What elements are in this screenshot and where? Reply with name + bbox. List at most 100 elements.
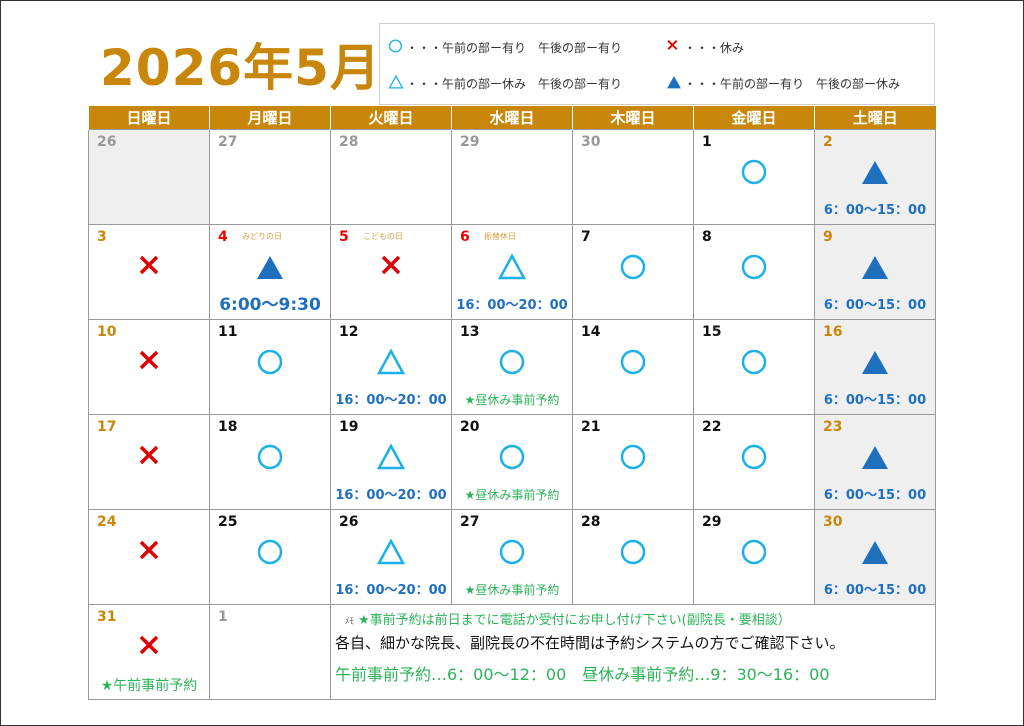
cross-icon [89, 443, 209, 473]
day-cell[interactable]: 6 振替休日 16：00～20：00 [451, 223, 573, 320]
day-cell[interactable]: 15 [693, 318, 815, 415]
day-cell[interactable]: 25 [209, 508, 331, 605]
memo-line-3: 午前事前予約…6：00～12：00 昼休み事前予約…9：30～16：00 [335, 664, 830, 684]
triangle-filled-icon [815, 538, 935, 568]
circle-icon [210, 348, 330, 378]
weekday-header: 火曜日 [330, 106, 452, 129]
cross-icon [331, 253, 451, 283]
day-cell[interactable]: 28 [572, 508, 694, 605]
day-number: 15 [702, 323, 722, 340]
triangle-filled-icon [815, 158, 935, 188]
triangle-icon [331, 537, 451, 568]
day-number: 1 [218, 608, 228, 625]
day-cell[interactable]: 22 [693, 413, 815, 510]
page-title: 2026年5月 [100, 39, 381, 97]
day-cell[interactable]: 3 [88, 223, 210, 320]
legend-text: ・・・午前の部ー休み 午後の部ー有り [406, 77, 623, 91]
day-cell[interactable]: 11 [209, 318, 331, 415]
day-cell[interactable]: 18 [209, 413, 331, 510]
holiday-name: 振替休日 [484, 231, 516, 241]
day-cell[interactable]: 23 6：00～15：00 [814, 413, 936, 510]
day-cell[interactable]: 27 [209, 128, 331, 225]
day-number: 2 [823, 133, 833, 150]
day-cell[interactable]: 14 [572, 318, 694, 415]
circle-icon [210, 443, 330, 473]
legend-text: ・・・午前の部ー有り 午後の部ー休み [684, 77, 901, 91]
circle-icon [210, 538, 330, 568]
day-cell[interactable]: 16 6：00～15：00 [814, 318, 936, 415]
reservation-note: ★昼休み事前予約 [464, 392, 560, 407]
holiday-name: こどもの日 [363, 231, 403, 241]
day-cell[interactable]: 20 ★昼休み事前予約 [451, 413, 573, 510]
triangle-filled-icon [666, 74, 682, 93]
day-number: 27 [218, 133, 238, 150]
day-cell[interactable]: 28 [330, 128, 452, 225]
weekday-header: 日曜日 [88, 106, 210, 129]
day-number: 29 [460, 133, 480, 150]
day-number: 27 [460, 513, 480, 530]
day-cell[interactable]: 10 [88, 318, 210, 415]
triangle-filled-icon [815, 348, 935, 378]
day-cell[interactable]: 30 6：00～15：00 [814, 508, 936, 605]
weekday-header: 水曜日 [451, 106, 573, 129]
cross-icon [89, 253, 209, 283]
reservation-note: ★昼休み事前予約 [464, 487, 560, 502]
memo-label: ﾒﾓ [345, 616, 355, 627]
day-number: 22 [702, 418, 722, 435]
day-cell[interactable]: 31 ★午前事前予約 [88, 603, 210, 700]
day-number: 18 [218, 418, 238, 435]
legend-text: ・・・午前の部ー有り 午後の部ー有り [406, 41, 623, 55]
day-cell[interactable]: 2 6：00～15：00 [814, 128, 936, 225]
day-cell[interactable]: 12 16：00～20：00 [330, 318, 452, 415]
day-cell[interactable]: 1 [209, 603, 331, 700]
day-number: 30 [823, 513, 843, 530]
day-cell[interactable]: 13 ★昼休み事前予約 [451, 318, 573, 415]
day-cell[interactable]: 19 16：00～20：00 [330, 413, 452, 510]
day-cell[interactable]: 24 [88, 508, 210, 605]
legend-item: ・・・午前の部ー休み 午後の部ー有り [388, 74, 622, 93]
day-cell[interactable]: 7 [572, 223, 694, 320]
memo-line-1: ★事前予約は前日までに電話か受付にお申し付け下さい(副院長・要相談） [358, 612, 791, 628]
triangle-icon [331, 347, 451, 378]
day-cell[interactable]: 1 [693, 128, 815, 225]
memo-cell: ﾒﾓ ★事前予約は前日までに電話か受付にお申し付け下さい(副院長・要相談） 各自、細… [330, 603, 936, 700]
day-cell[interactable]: 29 [693, 508, 815, 605]
day-number: 23 [823, 418, 843, 435]
day-number: 10 [97, 323, 117, 340]
day-cell[interactable]: 26 16：00～20：00 [330, 508, 452, 605]
day-cell[interactable]: 21 [572, 413, 694, 510]
circle-icon [452, 538, 572, 568]
circle-icon [694, 253, 814, 283]
week-row: 24 25 26 16：00～20：00 27 ★昼休み事前予約 28 29 30 6：00～15… [88, 508, 936, 605]
day-cell[interactable]: 17 [88, 413, 210, 510]
day-cell[interactable]: 8 [693, 223, 815, 320]
day-number: 5 [339, 228, 349, 245]
day-cell[interactable]: 27 ★昼休み事前予約 [451, 508, 573, 605]
circle-icon [694, 538, 814, 568]
day-cell[interactable]: 4 みどりの日 6:00～9:30 [209, 223, 331, 320]
week-row: 31 ★午前事前予約 1 ﾒﾓ ★事前予約は前日までに電話か受付にお申し付け下さい(副院… [88, 603, 936, 700]
calendar: 日曜日 月曜日 火曜日 水曜日 木曜日 金曜日 土曜日 26 27 28 29 30 1 2 6：00～1… [88, 106, 936, 700]
day-number: 12 [339, 323, 359, 340]
day-number: 29 [702, 513, 722, 530]
time-range: 16：00～20：00 [335, 487, 447, 503]
day-number: 13 [460, 323, 480, 340]
day-cell[interactable]: 29 [451, 128, 573, 225]
circle-icon [452, 348, 572, 378]
weekday-header: 月曜日 [209, 106, 331, 129]
day-cell[interactable]: 26 [88, 128, 210, 225]
cross-icon [666, 38, 682, 57]
legend-item: ・・・休み [666, 38, 744, 57]
legend-item: ・・・午前の部ー有り 午後の部ー有り [388, 38, 622, 57]
circle-icon [573, 348, 693, 378]
time-range: 6：00～15：00 [823, 487, 927, 503]
weekday-header: 金曜日 [693, 106, 815, 129]
cross-icon [89, 633, 209, 663]
triangle-filled-icon [815, 253, 935, 283]
day-cell[interactable]: 30 [572, 128, 694, 225]
day-number: 20 [460, 418, 480, 435]
day-cell[interactable]: 9 6：00～15：00 [814, 223, 936, 320]
day-number: 6 [460, 228, 470, 245]
day-cell[interactable]: 5 こどもの日 [330, 223, 452, 320]
day-number: 28 [339, 133, 359, 150]
